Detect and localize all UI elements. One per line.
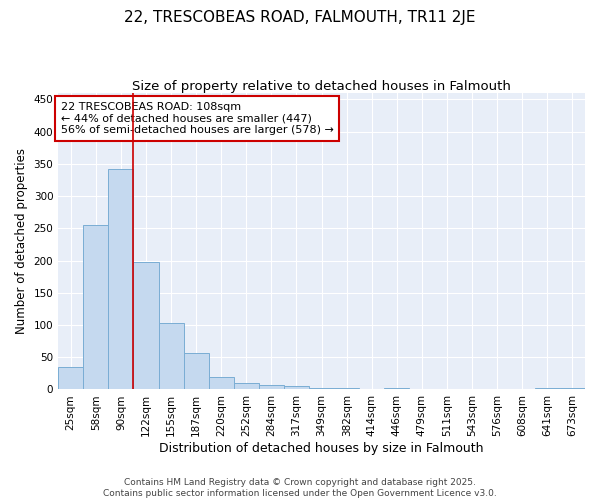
Y-axis label: Number of detached properties: Number of detached properties bbox=[15, 148, 28, 334]
Text: 22 TRESCOBEAS ROAD: 108sqm
← 44% of detached houses are smaller (447)
56% of sem: 22 TRESCOBEAS ROAD: 108sqm ← 44% of deta… bbox=[61, 102, 334, 135]
Bar bbox=[109, 169, 133, 390]
Bar bbox=[58, 367, 83, 390]
Bar bbox=[133, 262, 158, 390]
Bar bbox=[284, 386, 309, 390]
Bar bbox=[385, 388, 409, 390]
Bar bbox=[184, 352, 209, 390]
Text: 22, TRESCOBEAS ROAD, FALMOUTH, TR11 2JE: 22, TRESCOBEAS ROAD, FALMOUTH, TR11 2JE bbox=[124, 10, 476, 25]
Bar bbox=[309, 388, 334, 390]
X-axis label: Distribution of detached houses by size in Falmouth: Distribution of detached houses by size … bbox=[160, 442, 484, 455]
Text: Contains HM Land Registry data © Crown copyright and database right 2025.
Contai: Contains HM Land Registry data © Crown c… bbox=[103, 478, 497, 498]
Bar bbox=[158, 323, 184, 390]
Bar bbox=[560, 388, 585, 390]
Bar bbox=[334, 388, 359, 390]
Bar bbox=[259, 385, 284, 390]
Bar bbox=[535, 388, 560, 390]
Bar bbox=[234, 383, 259, 390]
Bar bbox=[83, 225, 109, 390]
Title: Size of property relative to detached houses in Falmouth: Size of property relative to detached ho… bbox=[132, 80, 511, 93]
Bar bbox=[209, 376, 234, 390]
